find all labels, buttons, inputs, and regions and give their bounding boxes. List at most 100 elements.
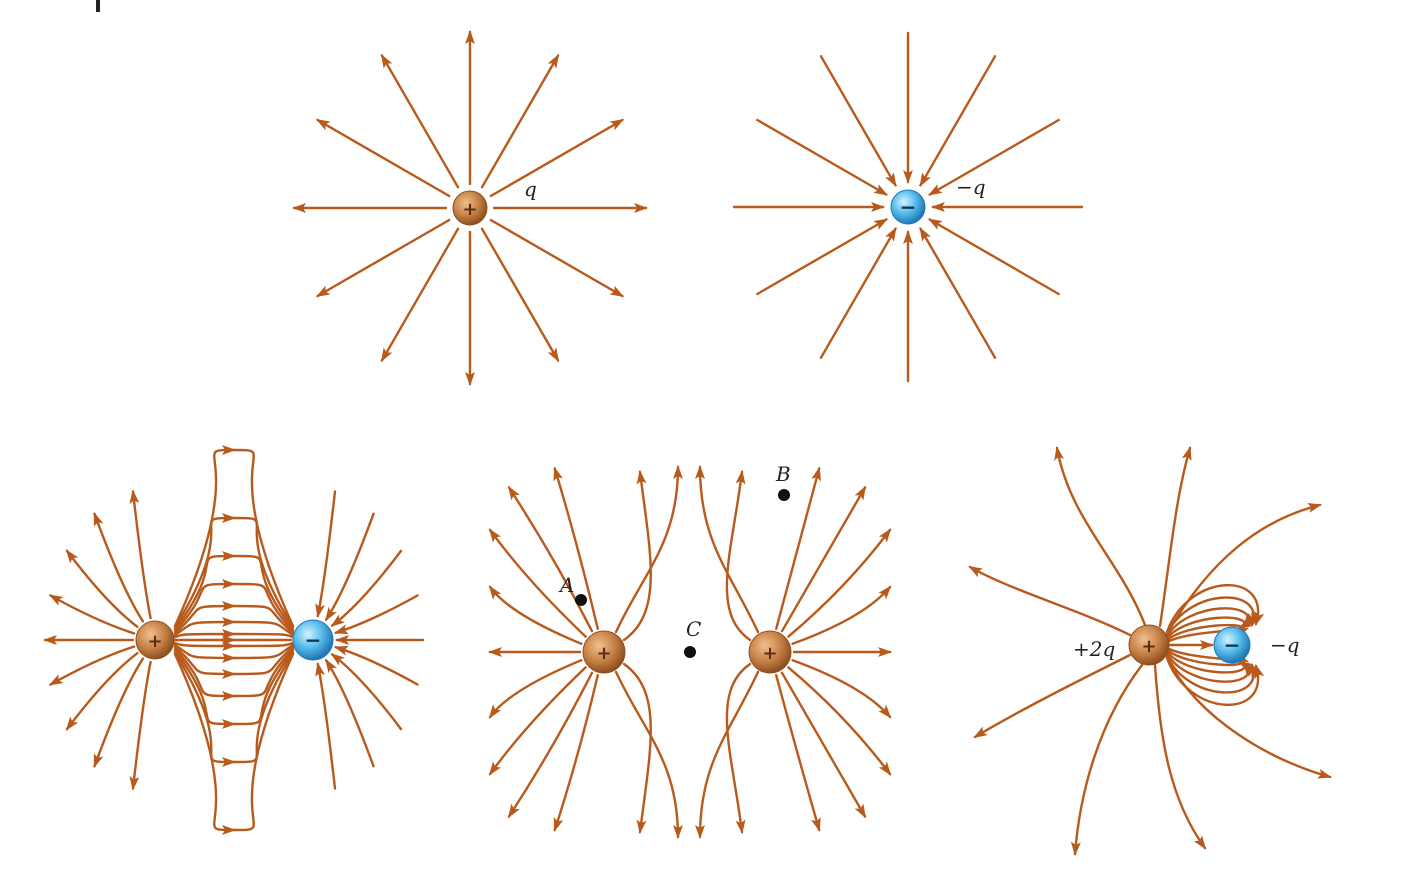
left-inner-line [622,470,652,642]
label-minus-q: −q [1270,633,1300,657]
escaping-line [48,645,136,686]
field-line [489,218,625,298]
field-line [489,118,625,198]
escaping-line [129,489,152,620]
right-outer-line [775,674,821,832]
right-outer-line [780,671,867,819]
right-outer-line [775,466,821,630]
dipole-field-lines [43,445,425,835]
escaping-line [1153,663,1207,850]
dipole-positive-charge: + [135,620,175,660]
dipole-loop-left [173,601,236,635]
dipole-loop-right [232,641,295,648]
diagram-single-positive: + q [292,30,648,386]
connecting-loop [1165,650,1256,676]
field-lines-outward [292,30,648,386]
field-line [380,227,460,363]
field-line [756,218,889,296]
field-line [380,53,460,189]
label-plus-2q: +2q [1073,637,1115,661]
dipole-loop-left [173,579,236,633]
escaping-line [93,511,145,623]
left-outer-line [507,671,594,819]
left-outer-line [488,659,583,719]
point-c [684,646,696,658]
dipole-loop-right [232,632,295,639]
dipole-loop-left [173,651,236,767]
charge-sign: + [762,643,777,664]
dipole-loop-right [232,645,295,676]
left-outer-line [488,528,587,638]
field-line [756,118,889,196]
charge-sign: + [596,643,611,664]
point-c-label: C [686,617,701,641]
right-outer-line [787,528,892,638]
incoming-line [330,653,403,731]
charge-sign: + [147,631,162,652]
connecting-loop [1165,617,1253,642]
connecting-loop [1165,654,1261,694]
dipole-loop-left [173,645,236,679]
right-positive-charge: + [748,630,792,674]
escaping-line [65,549,139,628]
charge-sign: + [462,199,477,220]
right-outer-line [787,666,892,776]
incoming-line [325,658,375,768]
right-inner-line [695,465,760,634]
left-inner-line [614,465,683,634]
charge-label-minus-q: −q [956,175,986,199]
incoming-line [315,662,337,790]
incoming-line [325,512,375,622]
diagram-dipole: + − [43,445,425,835]
right-outer-line [791,659,892,719]
dipole-loop-left [173,445,236,628]
field-line [927,118,1060,196]
dipole-loop-right [232,620,295,637]
charge-sign: − [1224,633,1241,657]
point-b-label: B [775,462,791,486]
field-line [819,226,897,359]
left-inner-line [622,662,652,834]
repelling-field-lines [488,465,892,839]
escaping-line [1158,446,1192,628]
escaping-line [65,652,139,731]
dipole-loop-right [232,582,295,633]
connecting-loop [1165,648,1253,673]
dipole-negative-charge: − [292,619,334,661]
incoming-line [333,594,419,634]
field-line [819,55,897,188]
field-line [480,227,560,363]
right-outer-line [791,585,892,645]
escaping-line [1054,446,1147,627]
field-line [919,226,997,359]
dipole-loop-left [173,617,236,637]
connecting-loop [1165,607,1258,638]
dipole-loop-left [173,643,236,663]
dipole-loop-left [173,652,236,835]
left-outer-line [553,674,599,832]
incoming-line [330,549,403,627]
negative-charge: − [890,189,926,225]
dipole-loop-right [232,643,295,660]
corner-tick [96,0,100,12]
dipole-loop-right [232,652,295,832]
field-line [919,55,997,188]
point-b [778,489,790,501]
minus-q-charge: − [1213,626,1251,664]
escaping-line [1070,663,1144,856]
escaping-line [129,660,152,791]
field-line [927,218,1060,296]
positive-charge: + [452,190,488,226]
dipole-loop-left [173,629,236,640]
left-inner-line [614,670,683,839]
left-outer-line [488,666,587,776]
diagram-single-negative: − −q [732,31,1084,383]
plus-2q-charge: + [1128,624,1170,666]
dipole-loop-right [232,647,295,698]
dipole-loop-right [232,448,295,628]
left-outer-line [488,585,583,645]
field-line [315,118,451,198]
charge-sign: − [900,195,917,219]
escaping-line [1166,503,1322,634]
